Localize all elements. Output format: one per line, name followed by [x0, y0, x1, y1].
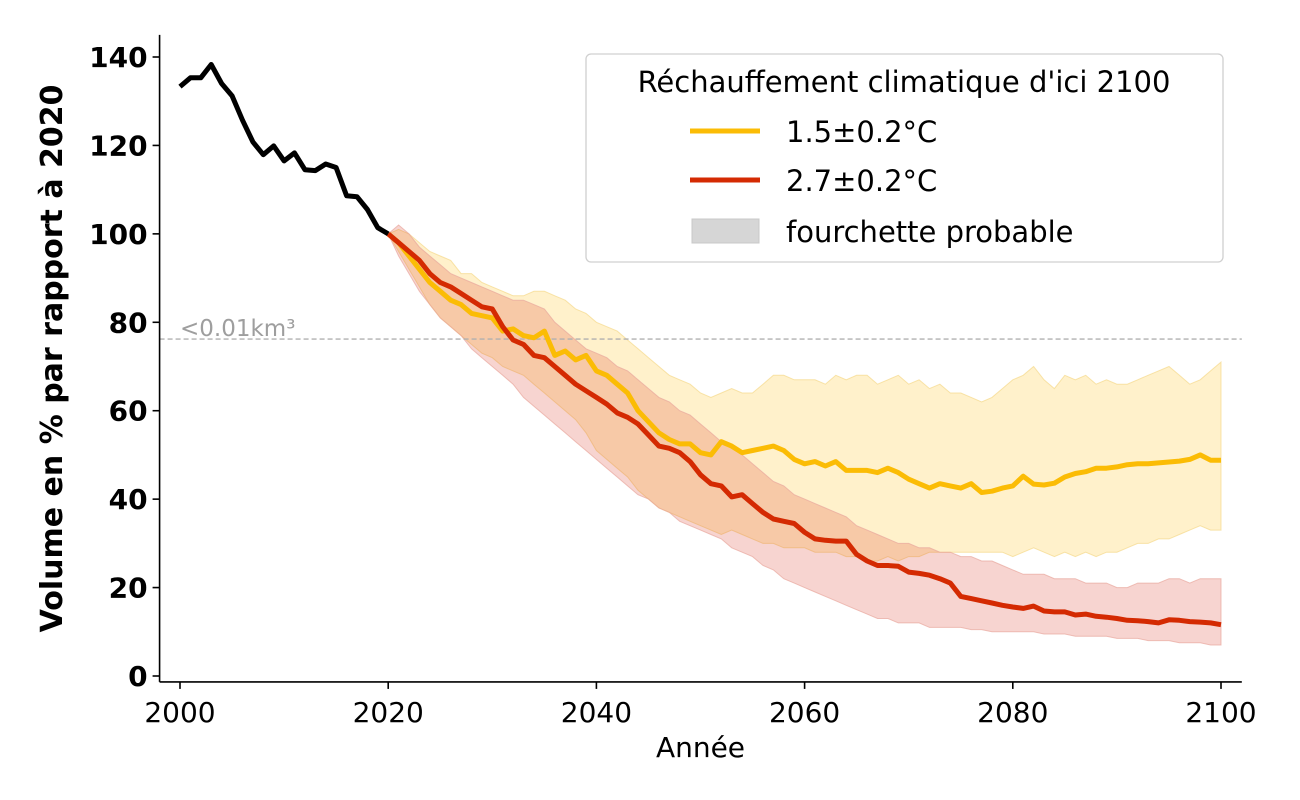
legend-label-2-7c: 2.7±0.2°C	[786, 164, 937, 198]
y-axis-label: Volume en % par rapport à 2020	[35, 84, 70, 632]
historical-line	[178, 62, 390, 237]
y-tick-label: 40	[109, 483, 148, 516]
x-tick-label: 2100	[1185, 696, 1256, 729]
uncertainty-bands	[387, 224, 1222, 646]
y-tick-label: 60	[109, 395, 148, 428]
series-line-1-5c	[386, 231, 1221, 495]
x-ticks: 2000 2020 2040 2060 2080 2100	[144, 681, 1257, 729]
legend: Réchauffement climatique d'ici 2100 1.5±…	[585, 53, 1224, 263]
x-tick-label: 2020	[353, 696, 424, 729]
legend-title: Réchauffement climatique d'ici 2100	[638, 65, 1171, 99]
y-tick-label: 140	[89, 41, 147, 74]
legend-swatch-likely-range	[691, 218, 760, 244]
y-tick-label: 100	[89, 218, 147, 251]
x-axis-label: Année	[656, 731, 745, 764]
y-tick-label: 80	[109, 306, 148, 339]
y-ticks: 0 20 40 60 80 100 120 140	[89, 41, 160, 693]
x-tick-label: 2000	[144, 696, 215, 729]
reference-line-label: <0.01km³	[180, 316, 295, 342]
y-tick-label: 0	[128, 660, 147, 693]
series-lines	[178, 62, 1222, 628]
likely-range-band-2-7c	[387, 224, 1222, 646]
y-tick-label: 20	[109, 572, 148, 605]
legend-label-1-5c: 1.5±0.2°C	[786, 115, 937, 149]
legend-frame	[585, 53, 1224, 263]
legend-label-likely-range: fourchette probable	[786, 215, 1074, 249]
x-tick-label: 2060	[769, 696, 840, 729]
series-line-2-7c	[386, 231, 1222, 628]
x-tick-label: 2080	[977, 696, 1048, 729]
x-tick-label: 2040	[561, 696, 632, 729]
y-tick-label: 120	[89, 129, 147, 162]
